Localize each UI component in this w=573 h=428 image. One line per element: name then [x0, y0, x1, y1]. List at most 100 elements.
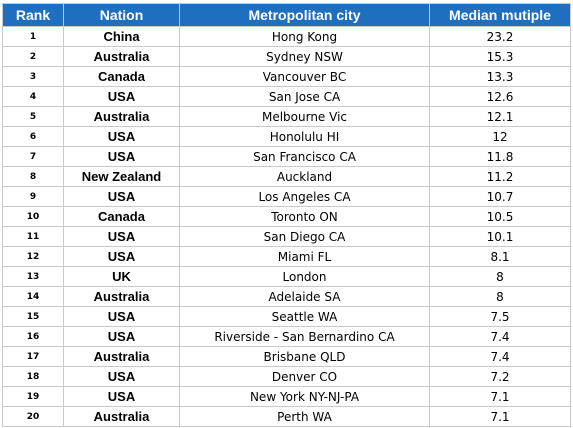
multiple-cell: 15.3: [429, 46, 571, 67]
rank-cell: 19: [2, 386, 64, 407]
rank-cell: 16: [2, 326, 64, 347]
rank-cell: 12: [2, 246, 64, 267]
table-row: 16 USA Riverside - San Bernardino CA 7.4: [2, 326, 571, 347]
rank-cell: 4: [2, 86, 64, 107]
multiple-cell: 7.1: [429, 386, 571, 407]
city-cell: Toronto ON: [179, 206, 430, 227]
multiple-column-header: Median mutiple: [429, 3, 571, 27]
table-row: 18 USA Denver CO 7.2: [2, 366, 571, 387]
city-cell: Los Angeles CA: [179, 186, 430, 207]
table-row: 12 USA Miami FL 8.1: [2, 246, 571, 267]
nation-cell: China: [63, 26, 180, 47]
nation-cell: Australia: [63, 346, 180, 367]
city-cell: Seattle WA: [179, 306, 430, 327]
city-cell: Brisbane QLD: [179, 346, 430, 367]
rank-cell: 7: [2, 146, 64, 167]
city-cell: Auckland: [179, 166, 430, 187]
table-row: 1 China Hong Kong 23.2: [2, 26, 571, 47]
city-cell: San Jose CA: [179, 86, 430, 107]
multiple-cell: 7.1: [429, 406, 571, 427]
city-cell: Perth WA: [179, 406, 430, 427]
rank-cell: 20: [2, 406, 64, 427]
city-cell: Riverside - San Bernardino CA: [179, 326, 430, 347]
multiple-cell: 12.1: [429, 106, 571, 127]
nation-cell: USA: [63, 146, 180, 167]
multiple-cell: 8: [429, 286, 571, 307]
nation-cell: USA: [63, 366, 180, 387]
rank-cell: 13: [2, 266, 64, 287]
multiple-cell: 10.7: [429, 186, 571, 207]
city-cell: San Francisco CA: [179, 146, 430, 167]
city-column-header: Metropolitan city: [179, 3, 430, 27]
table-row: 4 USA San Jose CA 12.6: [2, 86, 571, 107]
multiple-cell: 8: [429, 266, 571, 287]
nation-cell: USA: [63, 86, 180, 107]
nation-cell: Australia: [63, 286, 180, 307]
multiple-cell: 8.1: [429, 246, 571, 267]
table-row: 19 USA New York NY-NJ-PA 7.1: [2, 386, 571, 407]
rank-cell: 15: [2, 306, 64, 327]
table-row: 14 Australia Adelaide SA 8: [2, 286, 571, 307]
city-cell: Denver CO: [179, 366, 430, 387]
table-row: 13 UK London 8: [2, 266, 571, 287]
city-cell: Vancouver BC: [179, 66, 430, 87]
nation-column-header: Nation: [63, 3, 180, 27]
table-row: 10 Canada Toronto ON 10.5: [2, 206, 571, 227]
city-cell: London: [179, 266, 430, 287]
rank-cell: 18: [2, 366, 64, 387]
multiple-cell: 23.2: [429, 26, 571, 47]
city-cell: Melbourne Vic: [179, 106, 430, 127]
table-body: 1 China Hong Kong 23.2 2 Australia Sydney NSW 1…: [2, 26, 571, 427]
nation-cell: Australia: [63, 106, 180, 127]
rank-cell: 2: [2, 46, 64, 67]
city-cell: San Diego CA: [179, 226, 430, 247]
table-row: 15 USA Seattle WA 7.5: [2, 306, 571, 327]
city-cell: Hong Kong: [179, 26, 430, 47]
table-row: 17 Australia Brisbane QLD 7.4: [2, 346, 571, 367]
rank-cell: 10: [2, 206, 64, 227]
nation-cell: USA: [63, 306, 180, 327]
table-row: 5 Australia Melbourne Vic 12.1: [2, 106, 571, 127]
multiple-cell: 11.8: [429, 146, 571, 167]
multiple-cell: 12: [429, 126, 571, 147]
city-cell: New York NY-NJ-PA: [179, 386, 430, 407]
rank-cell: 1: [2, 26, 64, 47]
table-row: 3 Canada Vancouver BC 13.3: [2, 66, 571, 87]
multiple-cell: 7.4: [429, 326, 571, 347]
nation-cell: USA: [63, 246, 180, 267]
nation-cell: Australia: [63, 406, 180, 427]
rank-cell: 11: [2, 226, 64, 247]
nation-cell: USA: [63, 126, 180, 147]
rank-cell: 6: [2, 126, 64, 147]
nation-cell: Australia: [63, 46, 180, 67]
nation-cell: New Zealand: [63, 166, 180, 187]
multiple-cell: 11.2: [429, 166, 571, 187]
table-row: 11 USA San Diego CA 10.1: [2, 226, 571, 247]
city-cell: Sydney NSW: [179, 46, 430, 67]
table-row: 20 Australia Perth WA 7.1: [2, 406, 571, 427]
rank-column-header: Rank: [2, 3, 64, 27]
nation-cell: UK: [63, 266, 180, 287]
table-header: Rank Nation Metropolitan city Median mut…: [2, 3, 571, 27]
rank-cell: 5: [2, 106, 64, 127]
rank-cell: 17: [2, 346, 64, 367]
nation-cell: USA: [63, 186, 180, 207]
header-row: Rank Nation Metropolitan city Median mut…: [2, 3, 571, 27]
rank-cell: 9: [2, 186, 64, 207]
nation-cell: USA: [63, 226, 180, 247]
multiple-cell: 13.3: [429, 66, 571, 87]
city-cell: Adelaide SA: [179, 286, 430, 307]
city-cell: Honolulu HI: [179, 126, 430, 147]
rank-cell: 8: [2, 166, 64, 187]
nation-cell: USA: [63, 326, 180, 347]
nation-cell: Canada: [63, 206, 180, 227]
table-row: 2 Australia Sydney NSW 15.3: [2, 46, 571, 67]
multiple-cell: 10.5: [429, 206, 571, 227]
nation-cell: USA: [63, 386, 180, 407]
city-cell: Miami FL: [179, 246, 430, 267]
table-row: 9 USA Los Angeles CA 10.7: [2, 186, 571, 207]
table-row: 6 USA Honolulu HI 12: [2, 126, 571, 147]
multiple-cell: 12.6: [429, 86, 571, 107]
multiple-cell: 7.2: [429, 366, 571, 387]
rank-cell: 3: [2, 66, 64, 87]
